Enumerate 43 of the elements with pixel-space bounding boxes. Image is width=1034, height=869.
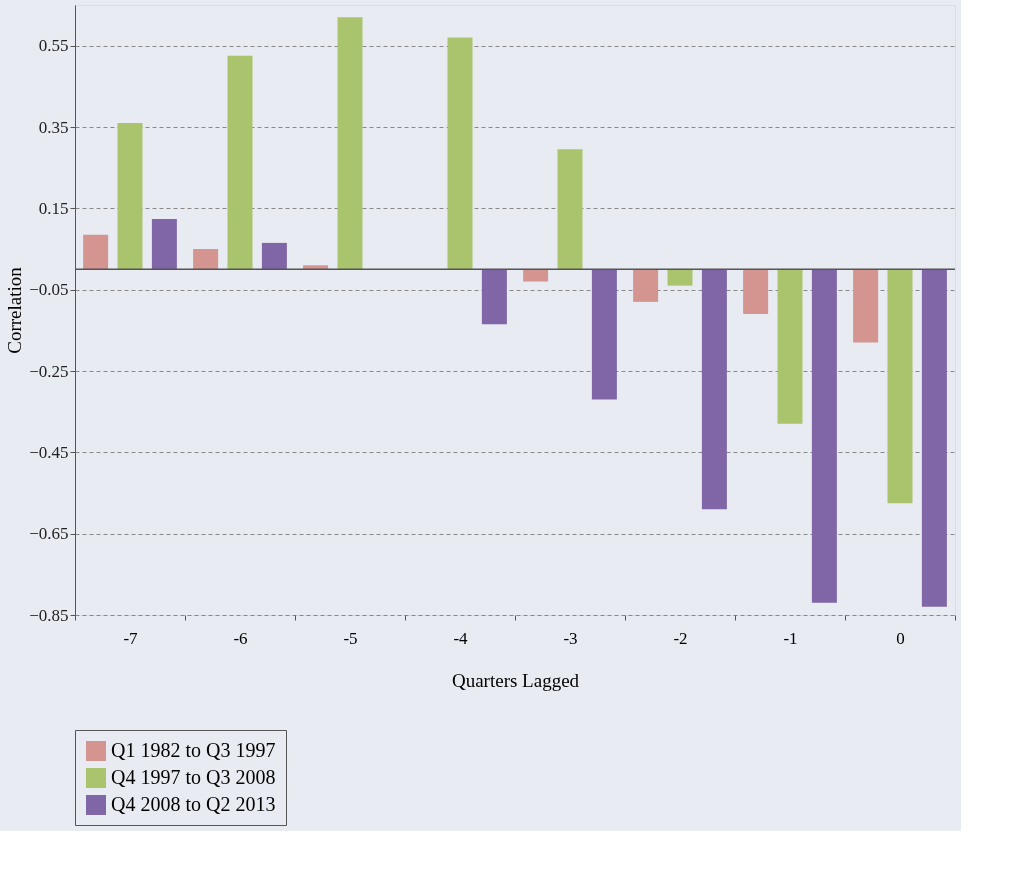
bar (303, 265, 329, 270)
x-tick-label: -4 (453, 628, 469, 648)
y-tick-label: 0.35 (38, 117, 69, 137)
bar (701, 269, 727, 510)
bar (557, 149, 583, 270)
y-tick-label: −0.45 (29, 442, 69, 462)
legend-label: Q1 1982 to Q3 1997 (111, 739, 276, 761)
bar (523, 269, 549, 282)
bar (83, 234, 109, 270)
bar (633, 269, 659, 302)
x-tick-label: -1 (783, 628, 798, 648)
bar (117, 122, 143, 270)
y-tick-label: 0.55 (38, 36, 69, 56)
x-tick-label: -6 (233, 628, 248, 648)
bar (151, 218, 177, 270)
bar (921, 269, 947, 607)
y-tick-label: −0.85 (29, 605, 69, 625)
y-tick-label: −0.05 (29, 280, 69, 300)
y-tick-label: 0.15 (38, 198, 69, 218)
bar (667, 269, 693, 286)
bar (227, 55, 253, 270)
bar (261, 242, 287, 270)
x-tick-label: -5 (343, 628, 358, 648)
x-tick-label: -3 (563, 628, 578, 648)
bar (811, 269, 837, 603)
x-axis-title: Quarters Lagged (451, 669, 580, 691)
x-tick-label: -7 (123, 628, 139, 648)
legend-label: Q4 2008 to Q2 2013 (111, 793, 276, 815)
bar (193, 249, 219, 270)
bar (481, 269, 507, 325)
bar (887, 269, 913, 504)
bar (777, 269, 803, 424)
y-axis-title: Correlation (4, 266, 26, 354)
bar (853, 269, 879, 343)
bar (743, 269, 769, 315)
y-tick-label: −0.25 (29, 361, 69, 381)
legend-label: Q4 1997 to Q3 2008 (111, 766, 276, 788)
bar (447, 37, 473, 270)
y-tick-label: −0.65 (29, 524, 69, 544)
x-tick-label: 0 (896, 628, 905, 648)
x-tick-label: -2 (673, 628, 688, 648)
bar (337, 17, 363, 270)
bar (591, 269, 617, 400)
